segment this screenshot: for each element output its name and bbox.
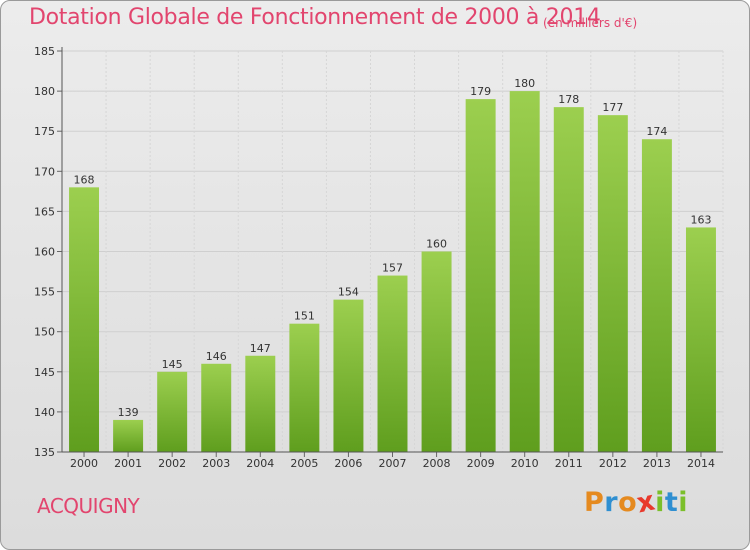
y-tick-label: 150: [34, 326, 55, 339]
axes: 135 140 145 150 155 160 165 170 175 180 185 2000 200…: [34, 45, 723, 470]
x-tick-label: 2000: [70, 457, 98, 470]
bar-2004: [245, 355, 276, 452]
logo-letter: P: [584, 487, 605, 518]
y-tick-label: 155: [34, 286, 55, 299]
x-tick-label: 2007: [379, 457, 407, 470]
x-tick-label: 2005: [290, 457, 318, 470]
bar-2003: [201, 363, 232, 452]
y-tick-label: 180: [34, 85, 55, 98]
y-tick-label: 140: [34, 406, 55, 419]
x-tick-label: 2009: [467, 457, 495, 470]
x-tick-label: 2014: [687, 457, 715, 470]
chart-subtitle: (en milliers d'€): [543, 16, 638, 30]
bar-2010: [509, 91, 540, 452]
x-tick-label: 2011: [555, 457, 583, 470]
data-label: 174: [646, 125, 667, 138]
logo-letter: o: [618, 487, 638, 518]
bar-2009: [465, 99, 496, 453]
y-tick-label: 135: [34, 446, 55, 459]
data-label: 160: [426, 238, 447, 251]
data-label: 146: [206, 350, 227, 363]
bar-2008: [421, 251, 452, 452]
data-label: 163: [690, 213, 711, 226]
logo-letter: i: [655, 487, 665, 518]
y-tick-label: 175: [34, 125, 55, 138]
commune-name: ACQUIGNY: [37, 494, 140, 518]
x-tick-label: 2008: [423, 457, 451, 470]
logo-letter: i: [678, 487, 689, 518]
bar-2006: [333, 299, 364, 452]
bars: 168 139 145 146 147 151 154 157 160 179 180 178 177 1…: [69, 77, 716, 453]
data-label: 177: [602, 101, 623, 114]
bar-2000: [69, 187, 100, 452]
x-tick-label: 2006: [334, 457, 362, 470]
bar-2002: [157, 371, 188, 452]
chart-title: Dotation Globale de Fonctionnement de 20…: [29, 5, 601, 30]
y-tick-label: 170: [34, 165, 55, 178]
data-label: 180: [514, 77, 535, 90]
data-label: 157: [382, 262, 403, 275]
data-label: 178: [558, 93, 579, 106]
y-tick-label: 165: [34, 205, 55, 218]
x-tick-label: 2003: [202, 457, 230, 470]
y-tick-label: 160: [34, 246, 55, 259]
x-tick-label: 2010: [511, 457, 539, 470]
logo-letter: t: [664, 487, 679, 518]
data-label: 145: [162, 358, 183, 371]
data-label: 147: [250, 342, 271, 355]
data-label: 151: [294, 310, 315, 323]
x-tick-label: 2013: [643, 457, 671, 470]
proxiti-logo[interactable]: Proxiti: [584, 485, 689, 519]
data-label: 139: [118, 406, 139, 419]
bar-2014: [685, 227, 716, 452]
x-tick-label: 2004: [246, 457, 274, 470]
bar-2001: [113, 419, 144, 452]
bar-2012: [597, 115, 628, 452]
x-tick-label: 2012: [599, 457, 627, 470]
data-label: 179: [470, 85, 491, 98]
y-tick-label: 145: [34, 366, 55, 379]
x-tick-label: 2002: [158, 457, 186, 470]
data-label: 154: [338, 286, 359, 299]
bar-2013: [641, 139, 672, 452]
bar-2005: [289, 323, 320, 452]
data-label: 168: [74, 173, 95, 186]
bar-2007: [377, 275, 408, 452]
logo-letter: r: [604, 487, 619, 518]
y-tick-label: 185: [34, 45, 55, 58]
x-tick-label: 2001: [114, 457, 142, 470]
bar-2011: [553, 107, 584, 452]
